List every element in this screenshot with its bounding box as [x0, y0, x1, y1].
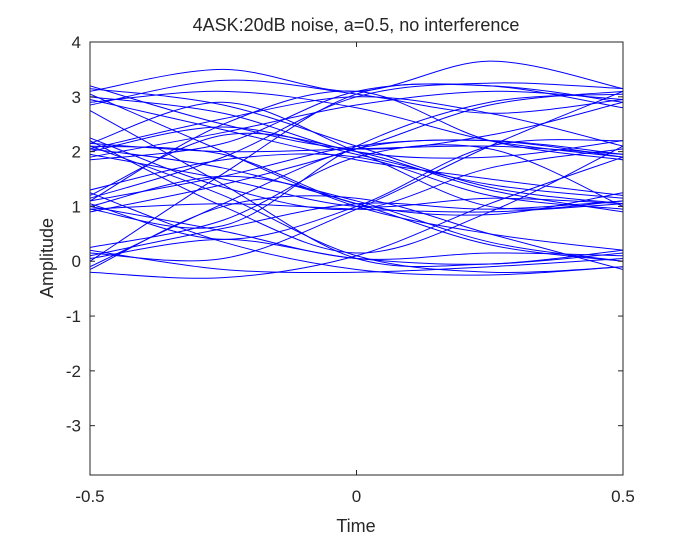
- x-axis-label: Time: [336, 516, 375, 536]
- signal-trace-2: [90, 90, 623, 158]
- signal-trace-38: [90, 145, 623, 216]
- y-axis-label: Amplitude: [37, 218, 57, 298]
- signal-trace-15: [90, 126, 623, 199]
- signal-trace-32: [90, 83, 623, 262]
- signal-trace-24: [90, 139, 623, 240]
- signal-trace-35: [90, 238, 623, 265]
- y-tick-label: 0: [72, 252, 81, 271]
- y-tick-label: 1: [72, 197, 81, 216]
- signal-trace-31: [90, 249, 623, 274]
- signal-trace-34: [90, 144, 623, 249]
- signal-trace-40: [90, 96, 623, 159]
- tick-layer: -0.5 0 0.5 -3 -2 -1 0 1 2 3 4: [66, 33, 635, 506]
- signal-trace-21: [90, 82, 623, 199]
- y-tick-label: -1: [66, 307, 81, 326]
- signal-trace-42: [90, 93, 623, 229]
- y-tick-label: -2: [66, 362, 81, 381]
- signal-trace-13: [90, 90, 623, 158]
- signal-trace-33: [90, 156, 623, 279]
- signal-trace-41: [90, 137, 623, 211]
- y-tick-label: 4: [72, 33, 81, 52]
- x-tick-label: 0: [352, 487, 361, 506]
- y-tick-label: 3: [72, 88, 81, 107]
- signal-trace-39: [90, 90, 623, 202]
- chart-title: 4ASK:20dB noise, a=0.5, no interference: [193, 15, 520, 35]
- signal-trace-28: [90, 175, 623, 262]
- series-layer: [90, 60, 623, 279]
- y-tick-label: 2: [72, 143, 81, 162]
- x-tick-label: -0.5: [75, 487, 104, 506]
- signal-trace-8: [90, 99, 623, 196]
- y-tick-label: -3: [66, 417, 81, 436]
- x-tick-label: 0.5: [611, 487, 635, 506]
